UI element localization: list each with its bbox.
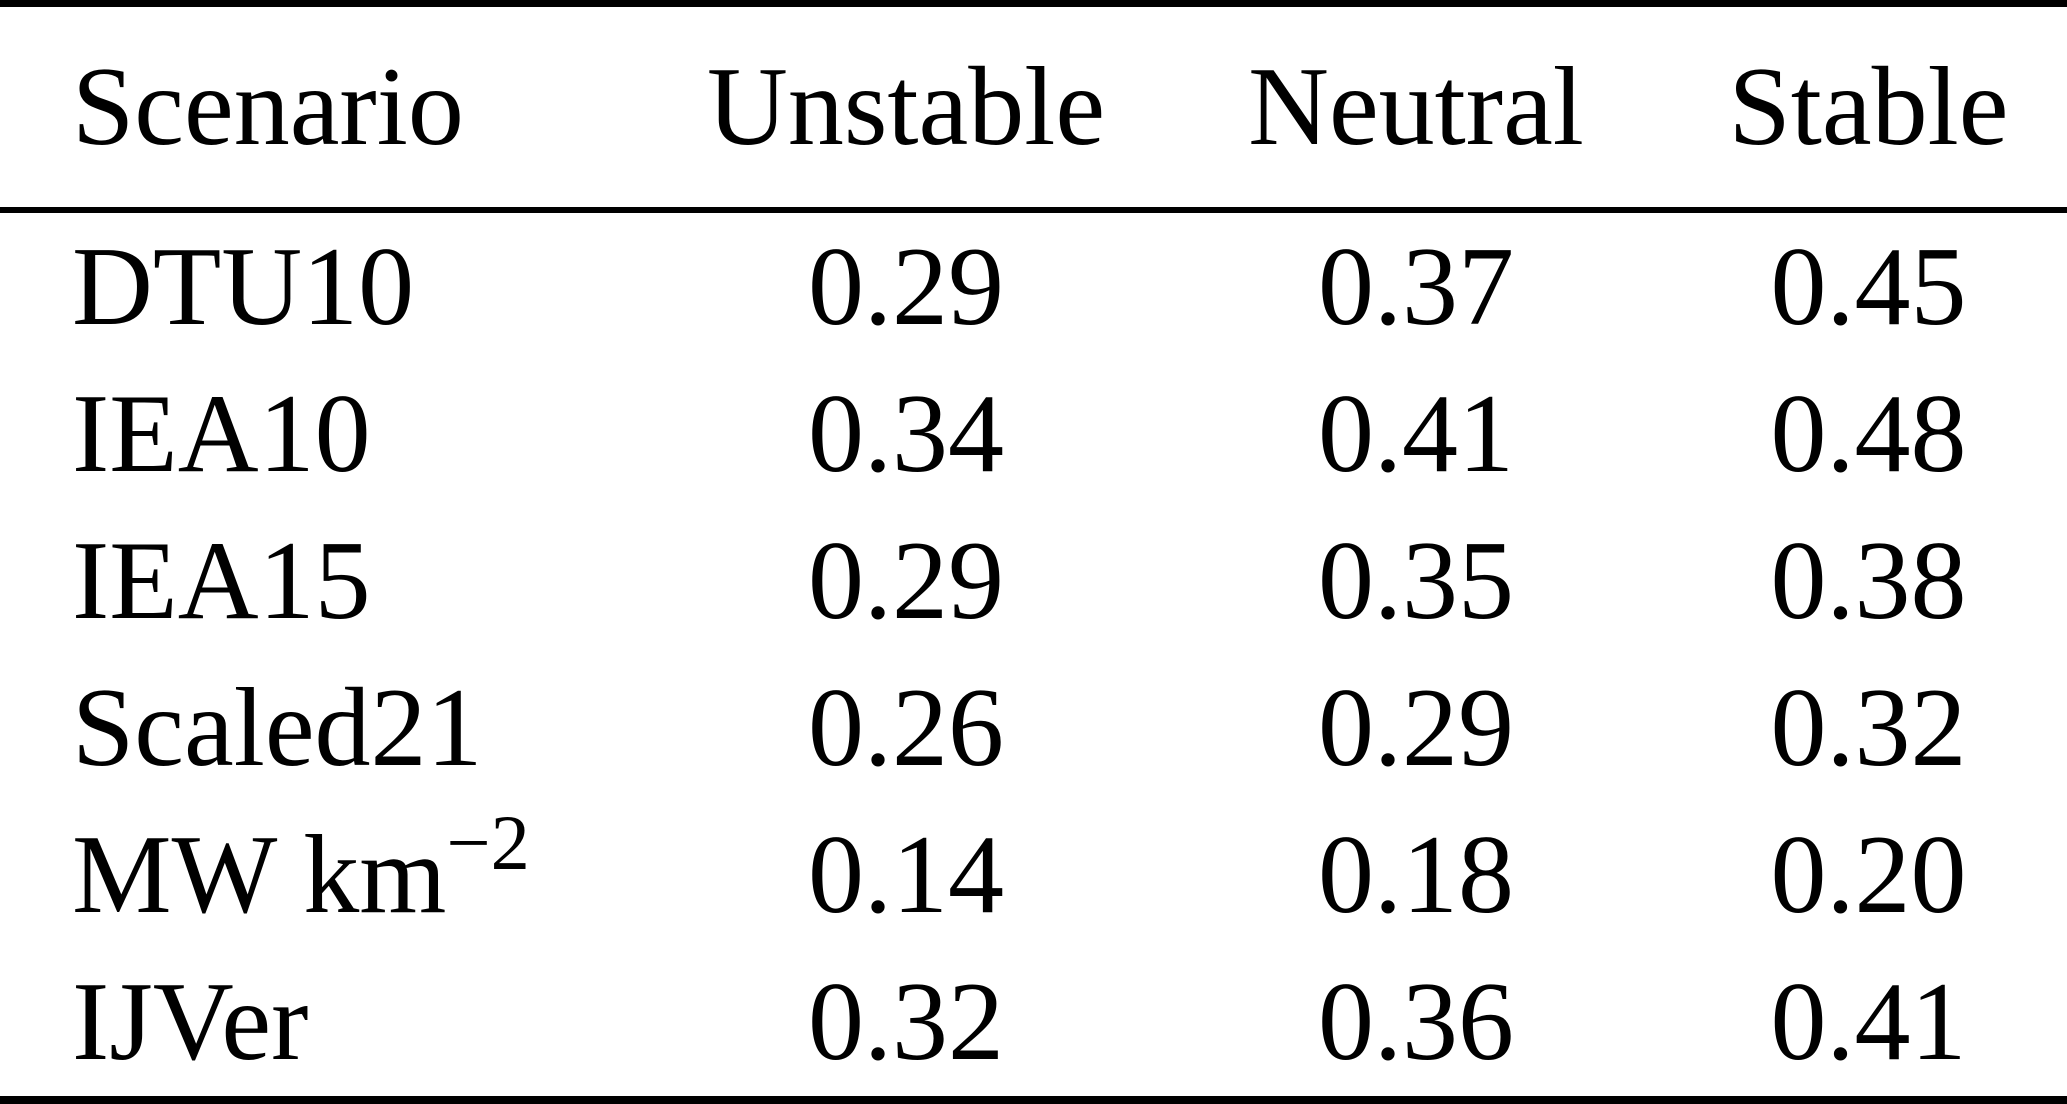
cell-neutral: 0.29 <box>1318 666 1514 791</box>
scenario-label: Scaled21 <box>72 666 483 791</box>
cell-stable: 0.41 <box>1770 960 1967 1085</box>
column-header-unstable: Unstable <box>650 3 1162 213</box>
cell-scenario: IEA10 <box>0 360 650 507</box>
cell-unstable: 0.14 <box>808 813 1004 938</box>
cell-scenario: IEA15 <box>0 507 650 654</box>
cell-neutral: 0.37 <box>1318 224 1514 349</box>
cell-unstable: 0.34 <box>808 371 1004 496</box>
table-row: MW km−2 0.14 0.18 0.20 <box>0 802 2067 949</box>
scenario-superscript: −2 <box>446 799 530 887</box>
cell-unstable: 0.29 <box>808 224 1004 349</box>
scenario-label: DTU10 <box>72 224 415 349</box>
scenario-label: MW km <box>72 813 447 938</box>
table-row: IEA15 0.29 0.35 0.38 <box>0 507 2067 654</box>
cell-stable: 0.45 <box>1770 224 1967 349</box>
cell-stable: 0.20 <box>1770 813 1967 938</box>
table-row: IEA10 0.34 0.41 0.48 <box>0 360 2067 507</box>
cell-unstable: 0.29 <box>808 518 1004 643</box>
cell-neutral: 0.35 <box>1318 518 1514 643</box>
cell-scenario: DTU10 <box>0 210 650 360</box>
column-header-stable: Stable <box>1670 3 2067 213</box>
table-row: IJVer 0.32 0.36 0.41 <box>0 949 2067 1100</box>
cell-neutral: 0.41 <box>1318 371 1514 496</box>
cell-scenario: MW km−2 <box>0 802 650 949</box>
cell-stable: 0.48 <box>1770 371 1967 496</box>
cell-neutral: 0.36 <box>1318 960 1514 1085</box>
cell-neutral: 0.18 <box>1318 813 1514 938</box>
header-row: Scenario Unstable Neutral Stable <box>0 3 2067 213</box>
cell-unstable: 0.32 <box>808 960 1004 1085</box>
cell-stable: 0.38 <box>1770 518 1967 643</box>
scenario-label: IEA10 <box>72 371 371 496</box>
table-row: DTU10 0.29 0.37 0.45 <box>0 210 2067 360</box>
scenario-label: IEA15 <box>72 518 371 643</box>
cell-stable: 0.32 <box>1770 666 1967 791</box>
scenario-label: IJVer <box>72 960 309 1085</box>
table-row: Scaled21 0.26 0.29 0.32 <box>0 654 2067 801</box>
column-header-neutral: Neutral <box>1162 3 1670 213</box>
cell-scenario: IJVer <box>0 949 650 1100</box>
column-header-scenario: Scenario <box>0 3 650 213</box>
cell-unstable: 0.26 <box>808 666 1004 791</box>
cell-scenario: Scaled21 <box>0 654 650 801</box>
